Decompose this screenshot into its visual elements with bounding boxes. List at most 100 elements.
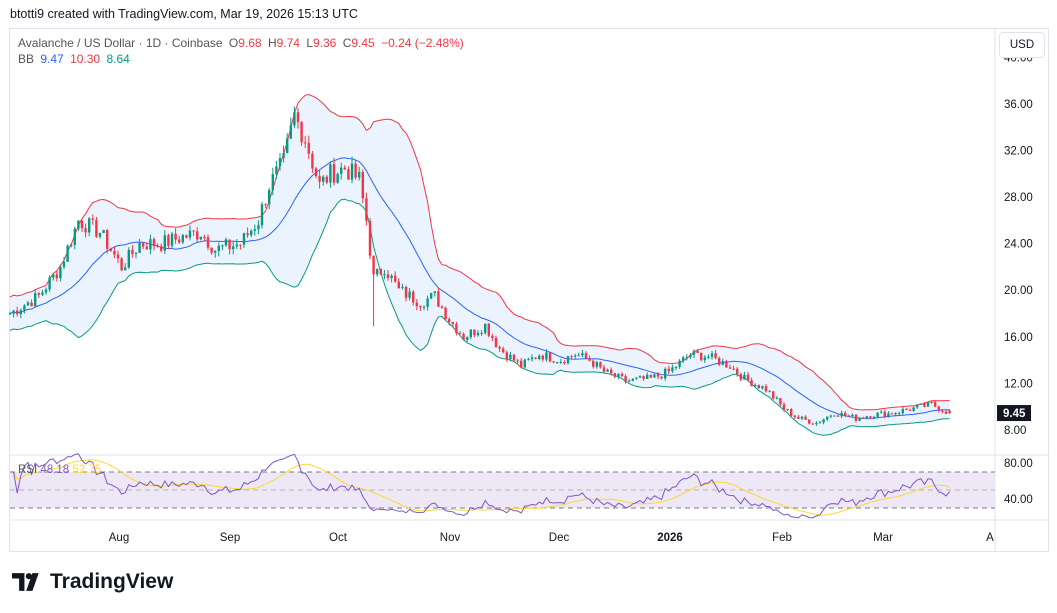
candle-body — [307, 142, 310, 154]
low-value: 9.36 — [313, 36, 337, 50]
candle-body — [404, 287, 408, 298]
candle-body — [336, 173, 339, 183]
candle-body — [498, 346, 501, 349]
candle-body — [314, 168, 318, 177]
candle-body — [556, 362, 559, 364]
candle-body — [718, 358, 721, 365]
candle-body — [232, 246, 235, 250]
candle-body — [350, 163, 354, 180]
candle-body — [559, 361, 562, 363]
rsi-line — [10, 453, 950, 519]
last-price-label: 9.45 — [1003, 408, 1026, 420]
candle-body — [775, 398, 778, 400]
symbol-title[interactable]: Avalanche / US Dollar · 1D · Coinbase — [18, 36, 223, 50]
rsi-legend: RSI 48.18 52.75 — [18, 464, 101, 476]
candle-body — [88, 218, 91, 233]
candle-body — [592, 360, 595, 367]
candle-body — [671, 367, 674, 372]
candle-body — [872, 416, 876, 418]
candle-body — [149, 239, 152, 250]
candle-body — [588, 358, 591, 361]
candle-body — [127, 249, 130, 268]
candle-body — [534, 357, 537, 359]
candle-body — [469, 329, 472, 338]
time-tick-label: Oct — [329, 532, 348, 544]
candle-body — [426, 298, 429, 307]
price-tick-label: 8.00 — [1004, 425, 1026, 437]
rsi-label[interactable]: RSI — [18, 464, 38, 476]
candle-body — [300, 122, 303, 143]
candle-body — [800, 416, 804, 419]
candle-body — [890, 413, 894, 415]
candle-body — [815, 423, 818, 425]
price-tick-label: 12.00 — [1004, 378, 1033, 390]
candle-body — [415, 302, 418, 307]
candle-body — [376, 268, 379, 275]
candle-body — [750, 380, 753, 387]
chart-legend: Avalanche / US Dollar · 1D · Coinbase O9… — [18, 35, 467, 67]
candle-body — [797, 416, 800, 419]
candle-body — [199, 236, 202, 240]
candle-body — [523, 359, 526, 368]
candle-body — [8, 313, 12, 315]
candle-body — [876, 412, 879, 417]
candle-body — [786, 409, 789, 411]
candle-body — [462, 334, 465, 340]
price-tick-label: 16.00 — [1004, 332, 1033, 344]
candle-body — [383, 274, 386, 276]
candle-body — [480, 332, 483, 334]
candle-body — [880, 411, 883, 413]
candle-body — [293, 112, 296, 126]
candle-body — [934, 402, 937, 407]
time-tick-label: Feb — [772, 532, 792, 544]
candle-body — [548, 352, 552, 362]
candle-body — [764, 386, 768, 392]
candle-body — [433, 291, 436, 294]
candle-body — [505, 352, 508, 360]
candle-body — [790, 409, 793, 416]
rsi-tick-label: 40.00 — [1004, 494, 1033, 506]
high-label: H — [267, 36, 277, 50]
candle-body — [188, 230, 192, 238]
currency-button[interactable]: USD — [999, 32, 1045, 58]
candle-body — [667, 368, 670, 372]
candle-body — [408, 291, 411, 298]
candle-body — [77, 220, 80, 229]
candle-body — [923, 403, 926, 407]
candle-body — [595, 362, 598, 367]
candle-body — [916, 404, 919, 408]
tradingview-logo[interactable]: TradingView — [12, 570, 173, 594]
candle-body — [138, 242, 141, 253]
chart-credit: btotti9 created with TradingView.com, Ma… — [10, 7, 358, 21]
candle-body — [286, 138, 289, 153]
price-tick-label: 36.00 — [1004, 99, 1033, 111]
bb-lower-line — [9, 198, 950, 436]
candle-body — [167, 235, 170, 246]
price-tick-label: 20.00 — [1004, 285, 1033, 297]
candle-body — [23, 305, 26, 311]
candle-body — [862, 418, 865, 420]
candle-body — [268, 190, 271, 205]
candle-body — [552, 361, 555, 363]
candle-body — [948, 410, 951, 414]
bb-label[interactable]: BB — [18, 52, 35, 66]
candle-body — [818, 422, 822, 424]
candle-body — [703, 357, 706, 361]
candle-body — [203, 236, 206, 238]
candle-body — [347, 169, 350, 180]
candle-body — [124, 267, 127, 271]
candle-body — [397, 281, 400, 289]
candle-body — [840, 412, 843, 417]
candle-body — [710, 353, 714, 357]
candle-body — [919, 403, 922, 405]
candle-body — [134, 252, 138, 254]
candle-body — [772, 391, 775, 399]
candle-body — [851, 414, 854, 416]
candle-body — [448, 319, 451, 323]
candle-body — [55, 274, 58, 279]
open-value: 9.68 — [238, 36, 262, 50]
candle-body — [145, 246, 148, 250]
candle-body — [178, 239, 181, 243]
candle-body — [343, 167, 346, 170]
